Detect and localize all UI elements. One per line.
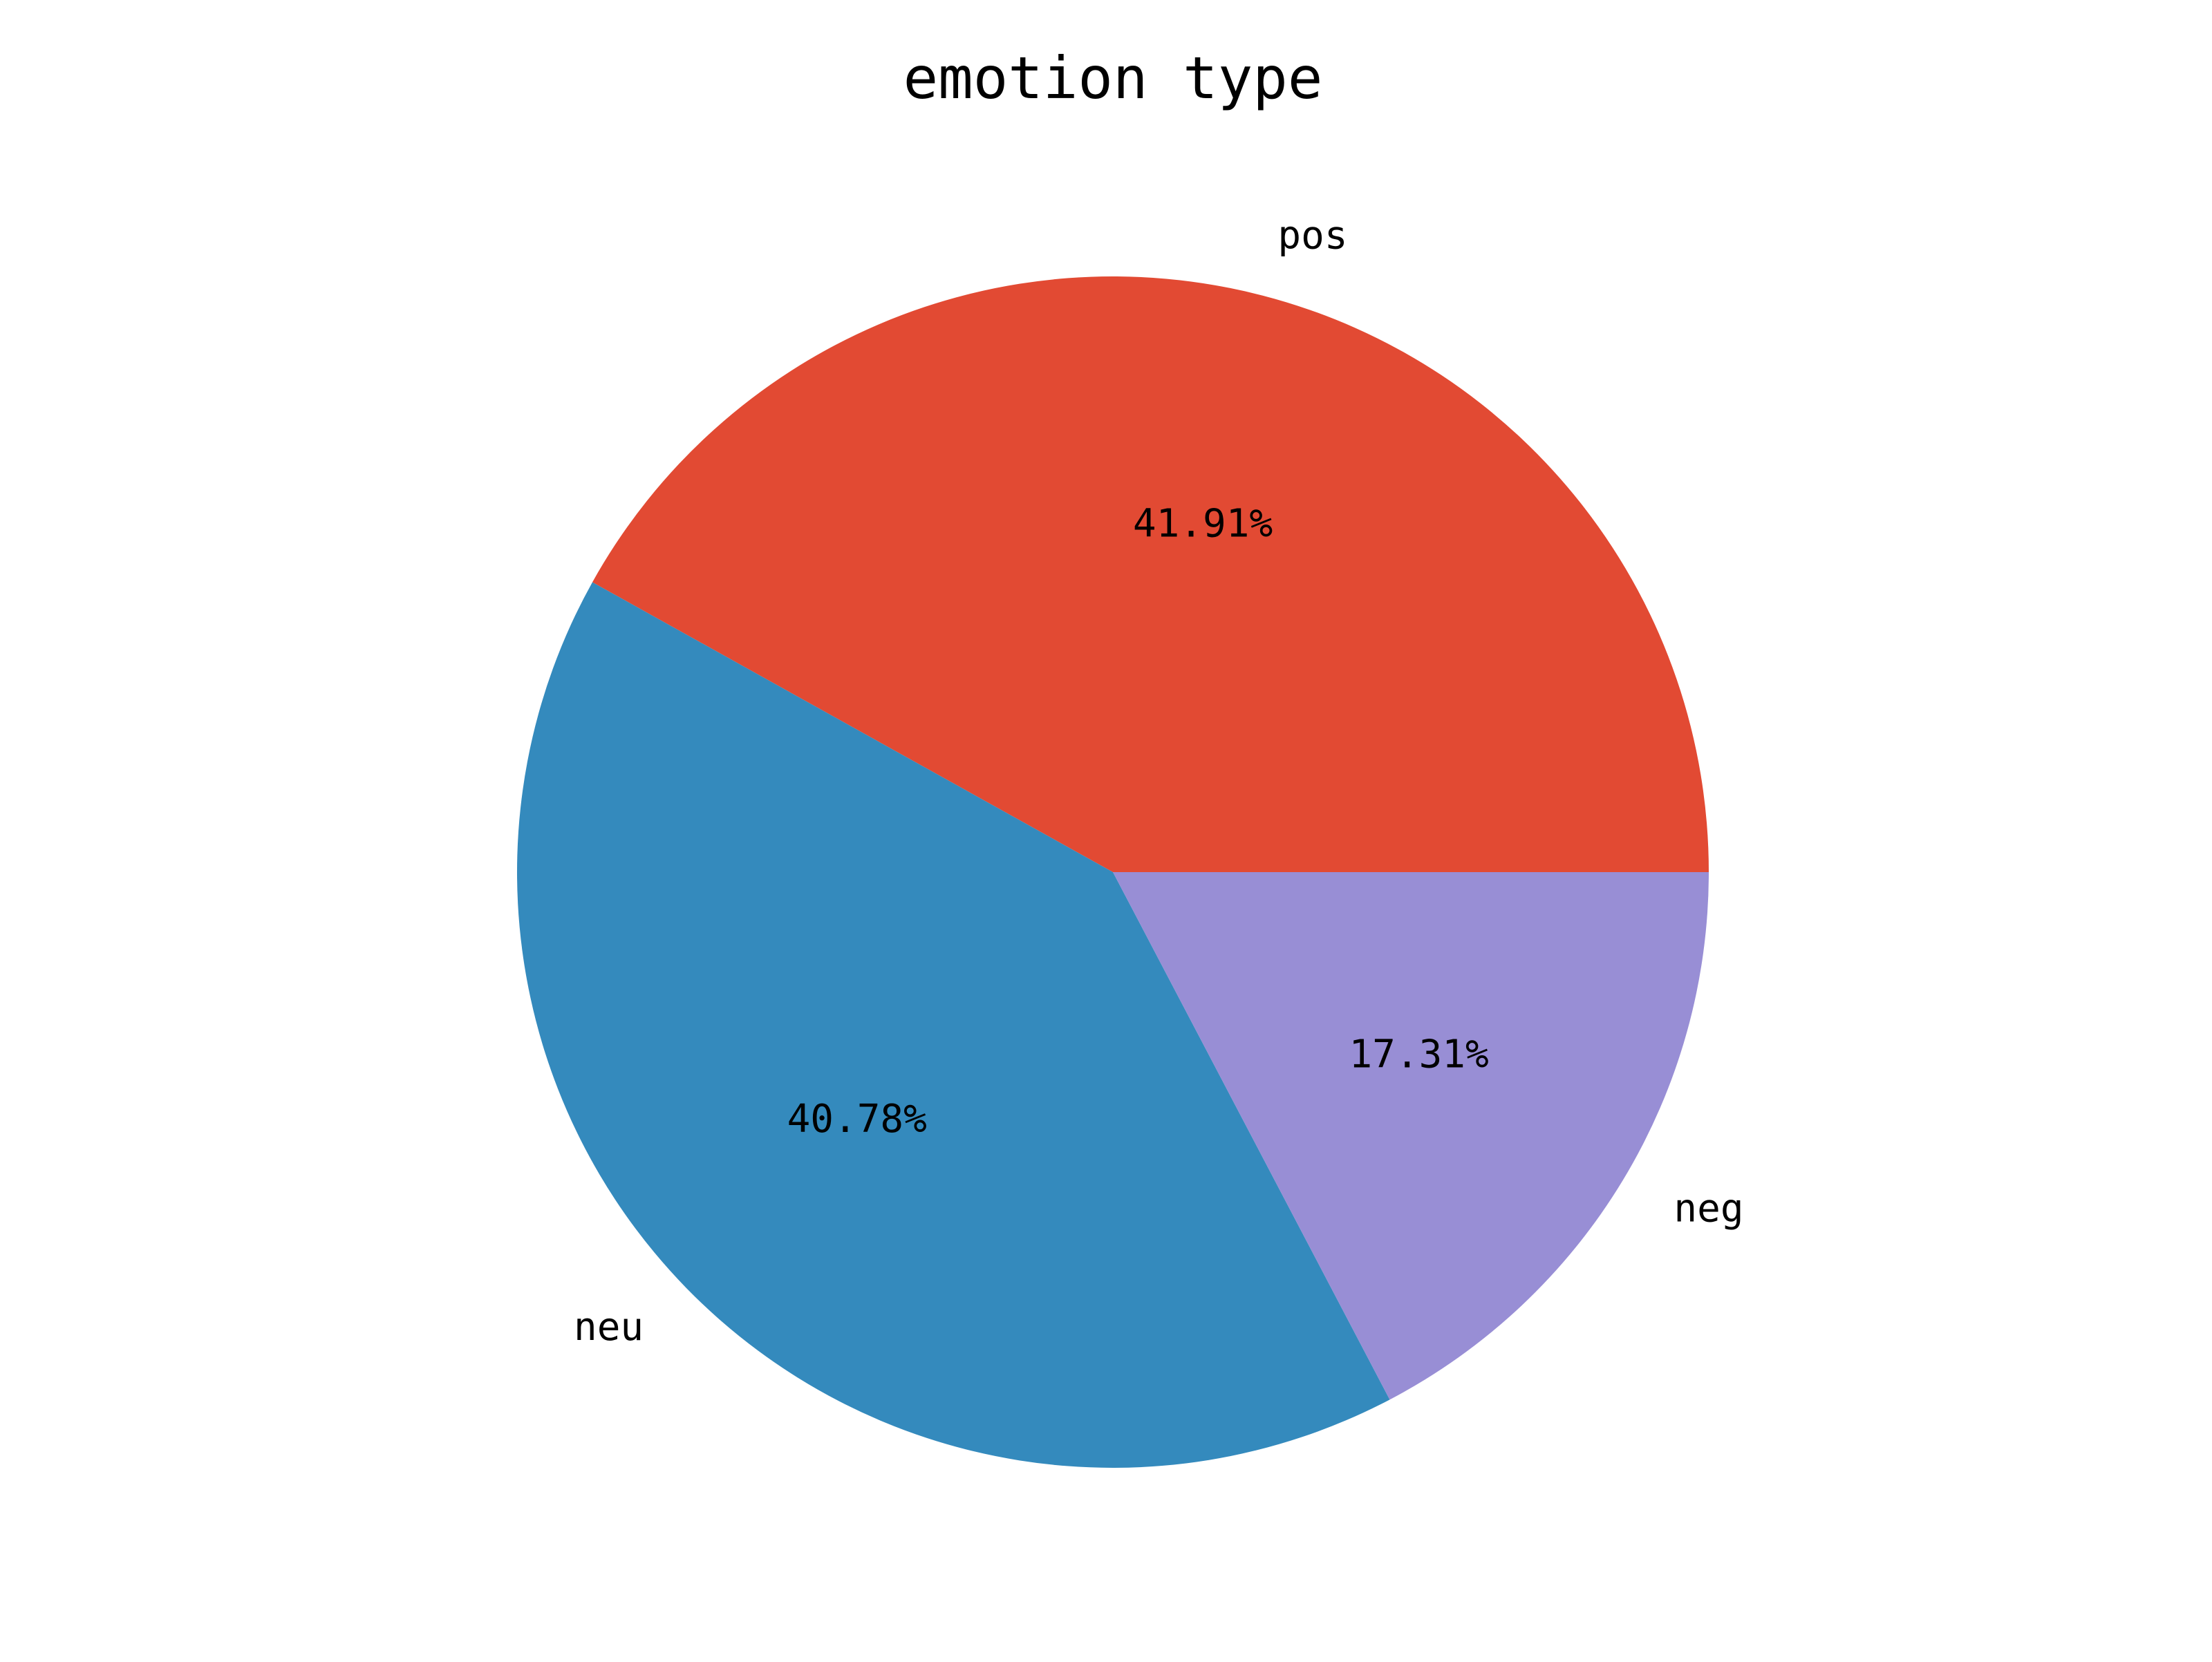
pie-slice-neg xyxy=(1113,872,1709,1400)
slice-percent-neu: 40.78% xyxy=(787,1097,927,1142)
slice-label-pos: pos xyxy=(1277,213,1347,258)
slice-label-neu: neu xyxy=(574,1305,644,1350)
slice-label-neg: neg xyxy=(1674,1187,1743,1231)
pie-slices xyxy=(516,276,1709,1469)
pie-slice-pos xyxy=(592,276,1709,872)
pie-labels: pos 41.91% neu 40.78% neg 17.31% xyxy=(574,213,1744,1350)
slice-percent-neg: 17.31% xyxy=(1349,1032,1488,1077)
chart-title: emotion type xyxy=(903,44,1323,112)
pie-slice-neu xyxy=(516,582,1390,1469)
slice-percent-pos: 41.91% xyxy=(1133,502,1273,547)
